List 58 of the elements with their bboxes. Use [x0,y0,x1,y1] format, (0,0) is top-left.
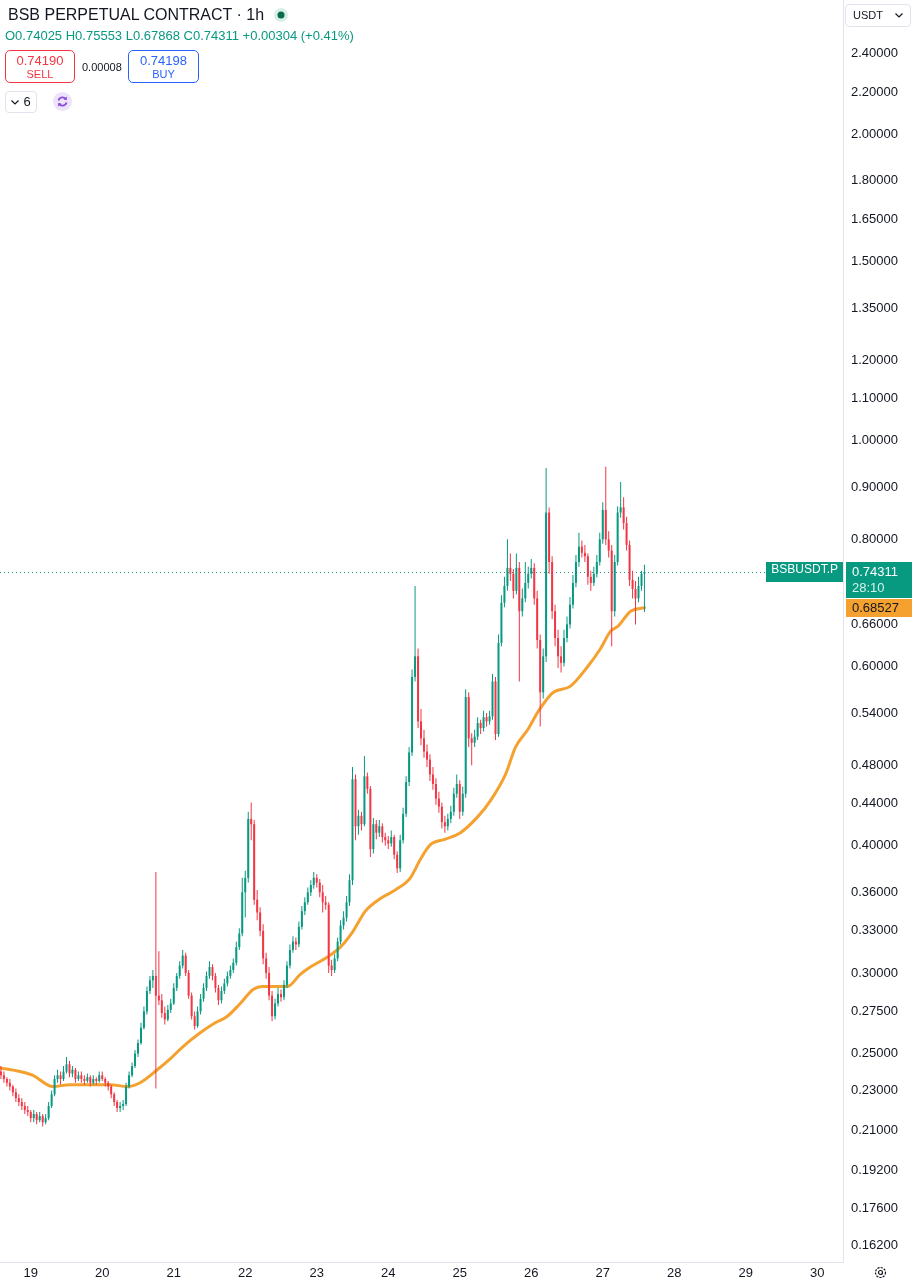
x-tick-label: 30 [810,1265,825,1280]
ref-line-label: BSBUSDT.P [766,561,843,582]
y-tick-label: 0.33000 [851,922,898,938]
candlestick [423,729,425,758]
y-tick-label: 0.66000 [851,615,898,631]
annotation: 6 [23,94,31,109]
y-tick-label: 0.30000 [851,964,898,980]
y-tick-label: 0.90000 [851,478,898,494]
dropdown-button: 6 [5,91,37,113]
y-tick-label: 1.10000 [851,390,898,406]
candlestick [280,989,282,1002]
y-tick-label: 0.48000 [851,756,898,772]
annotation: SELL [26,68,54,80]
y-tick-label: 0.44000 [851,795,898,811]
y-tick-label: 2.20000 [851,83,898,99]
text: 28:10 [852,579,886,596]
y-tick-label: 1.00000 [851,432,898,448]
x-tick-label: 25 [452,1265,467,1280]
x-tick-label: 27 [595,1265,610,1280]
x-tick-label: 23 [309,1265,324,1280]
sell-button: 0.74190 SELL [5,50,75,83]
text: 0.68527 [852,599,900,616]
annotation: BUY [152,68,175,80]
y-tick-label: 1.50000 [851,253,898,269]
x-tick-label: 22 [238,1265,253,1280]
y-tick-label: 1.80000 [851,172,898,188]
annotation: 0.74190 [16,53,64,68]
annotation: O0.74025 H0.75553 L0.67868 C0.74311 +0.00304 (+0.41%) [5,28,354,44]
annotation: 0.00008 [82,60,122,74]
x-tick-label: 24 [381,1265,396,1280]
x-tick-label: 28 [667,1265,682,1280]
x-tick-label: 19 [23,1265,38,1280]
buy-button: 0.74198 BUY [128,50,199,83]
y-tick-label: 0.36000 [851,883,898,899]
x-tick-label: 29 [738,1265,753,1280]
y-tick-label: 0.54000 [851,704,898,720]
y-tick-label: 2.00000 [851,125,898,141]
y-tick-label: 1.65000 [851,210,898,226]
y-tick-label: 0.25000 [851,1045,898,1061]
y-tick-label: 0.40000 [851,837,898,853]
y-tick-label: 0.27500 [851,1002,898,1018]
y-tick-label: 0.17600 [851,1200,898,1216]
annotation: 0.74198 [140,53,187,68]
y-tick-label: 1.20000 [851,351,898,367]
y-tick-label: 0.19200 [851,1161,898,1177]
y-tick-label: 0.21000 [851,1122,898,1138]
y-tick-label: 2.40000 [851,45,898,61]
x-tick-label: 21 [166,1265,181,1280]
y-tick-label: 0.60000 [851,658,898,674]
x-tick-label: 20 [95,1265,110,1280]
y-tick-label: 1.35000 [851,299,898,315]
y-tick-label: 0.80000 [851,530,898,546]
chart-title: BSB PERPETUAL CONTRACT · 1h [8,5,265,25]
y-tick-label: 0.16200 [851,1236,898,1252]
x-tick-label: 26 [524,1265,539,1280]
y-tick-label: 0.23000 [851,1081,898,1097]
text: 0.74311 [852,563,900,580]
currency-dropdown: USDT [845,4,911,27]
